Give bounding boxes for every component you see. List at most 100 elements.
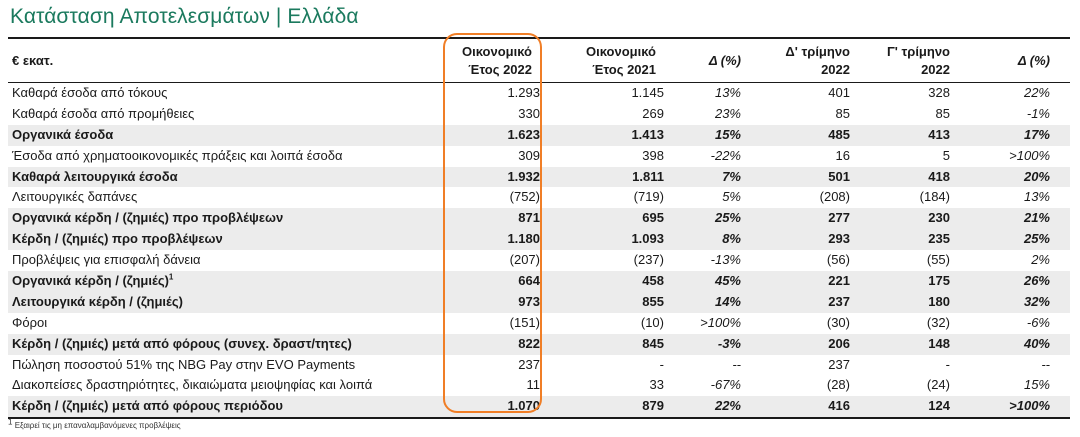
cell-q3-2022: 5	[942, 147, 950, 163]
table-row: Καθαρά έσοδα από προμήθειες 330 269 23% 85 85…	[8, 104, 1070, 125]
row-label-text: Κέρδη / (ζημιές) προ προβλέψεων	[12, 231, 223, 247]
footnote-text: Εξαιρεί τις μη επαναλαμβανόμενες προβλέψ…	[14, 421, 181, 430]
top-rule	[8, 37, 1070, 39]
cell-delta-quarterly: 32%	[1023, 293, 1050, 309]
cell-q4-2022: 501	[828, 168, 850, 184]
row-label: Καθαρά λειτουργικά έσοδα	[12, 167, 178, 188]
row-label: Οργανικά κέρδη / (ζημιές)1	[12, 271, 173, 292]
row-label: Κέρδη / (ζημιές) μετά από φόρους περιόδο…	[12, 396, 283, 417]
table-row: Οργανικά κέρδη / (ζημιές) προ προβλέψεων…	[8, 208, 1070, 230]
cell-q3-2022: 418	[928, 168, 950, 184]
cell-delta-annual: 22%	[714, 398, 741, 414]
cell-fy2021: 458	[642, 273, 664, 289]
cell-q3-2022: 148	[928, 335, 950, 351]
row-label: Οργανικά κέρδη / (ζημιές) προ προβλέψεων	[12, 208, 283, 229]
row-label: Λειτουργικές δαπάνες	[12, 187, 137, 208]
row-label-text: Πώληση ποσοστού 51% της NBG Pay στην EVO…	[12, 356, 356, 372]
row-label-text: Οργανικά κέρδη / (ζημιές)	[12, 273, 169, 289]
header-delta-annual-label: Δ (%)	[708, 53, 741, 68]
header-fy2022-line2: Έτος 2022	[468, 62, 532, 77]
row-label-text: Καθαρά λειτουργικά έσοδα	[12, 168, 178, 184]
cell-fy2022: 1.293	[507, 85, 540, 100]
cell-fy2021: 33	[649, 377, 664, 393]
cell-delta-annual: 13%	[714, 85, 741, 100]
cell-q4-2022: 85	[835, 105, 850, 121]
cell-q3-2022: (24)	[926, 377, 950, 393]
row-label: Λειτουργικά κέρδη / (ζημιές)	[12, 292, 183, 313]
row-label: Κέρδη / (ζημιές) προ προβλέψεων	[12, 229, 223, 250]
cell-fy2022: 11	[526, 377, 541, 393]
cell-fy2021: 1.413	[631, 126, 664, 142]
header-q4-2022: Δ' τρίμηνο 2022	[758, 41, 850, 81]
cell-delta-quarterly: 40%	[1023, 335, 1050, 351]
row-label-text: Κέρδη / (ζημιές) μετά από φόρους περιόδο…	[12, 398, 283, 414]
cell-fy2022: 330	[518, 105, 540, 121]
cell-delta-quarterly: >100%	[1009, 398, 1050, 414]
header-unit: € εκατ.	[12, 41, 212, 81]
header-fy2022: Οικονομικό Έτος 2022	[440, 41, 532, 81]
header-unit-label: € εκατ.	[12, 53, 54, 68]
row-label-text: Προβλέψεις για επισφαλή δάνεια	[12, 252, 201, 268]
cell-delta-quarterly: --	[1041, 356, 1050, 372]
page-title: Κατάσταση Αποτελεσμάτων | Ελλάδα	[10, 5, 359, 28]
cell-q3-2022: -	[945, 356, 950, 372]
cell-delta-annual: -13%	[710, 252, 741, 268]
row-label-text: Κέρδη / (ζημιές) μετά από φόρους (συνεχ.…	[12, 335, 352, 351]
cell-fy2021: 855	[642, 293, 664, 309]
header-fy2021-line1: Οικονομικό	[586, 44, 656, 59]
cell-delta-annual: 25%	[714, 210, 741, 226]
cell-fy2022: 1.070	[507, 398, 540, 414]
cell-q4-2022: 485	[828, 126, 850, 142]
cell-q4-2022: 293	[828, 231, 850, 247]
row-label: Προβλέψεις για επισφαλή δάνεια	[12, 250, 201, 271]
cell-delta-annual: 5%	[722, 189, 741, 205]
header-fy2021: Οικονομικό Έτος 2021	[555, 41, 656, 81]
table-row: Έσοδα από χρηματοοικονομικές πράξεις και…	[8, 146, 1070, 167]
cell-fy2021: 1.145	[631, 85, 664, 100]
header-fy2021-line2: Έτος 2021	[592, 62, 656, 77]
cell-delta-quarterly: -1%	[1026, 105, 1050, 121]
cell-q4-2022: 237	[828, 293, 850, 309]
cell-delta-quarterly: -6%	[1026, 314, 1050, 330]
header-q3-line1: Γ' τρίμηνο	[886, 44, 950, 59]
table-row: Κέρδη / (ζημιές) μετά από φόρους περιόδο…	[8, 396, 1070, 418]
cell-q3-2022: 413	[928, 126, 950, 142]
cell-delta-annual: -22%	[710, 147, 741, 163]
table-row: Οργανικά έσοδα 1.623 1.413 15% 485 413 17%	[8, 124, 1070, 146]
header-q4-line1: Δ' τρίμηνο	[785, 44, 850, 59]
table-row: Πώληση ποσοστού 51% της NBG Pay στην EVO…	[8, 355, 1070, 376]
table-row: Φόροι (151) (10) >100% (30) (32) -6%	[8, 313, 1070, 334]
cell-fy2022: (151)	[509, 314, 540, 330]
cell-delta-annual: 15%	[714, 126, 741, 142]
cell-delta-quarterly: 26%	[1023, 273, 1050, 289]
cell-delta-quarterly: 20%	[1023, 168, 1050, 184]
cell-delta-annual: >100%	[700, 314, 741, 330]
cell-delta-annual: 45%	[714, 273, 741, 289]
row-label-text: Λειτουργικά κέρδη / (ζημιές)	[12, 293, 183, 309]
cell-q4-2022: 221	[828, 273, 850, 289]
row-label: Οργανικά έσοδα	[12, 125, 113, 146]
cell-q3-2022: 85	[935, 105, 950, 121]
cell-delta-quarterly: 22%	[1023, 85, 1050, 100]
cell-delta-annual: 14%	[714, 293, 741, 309]
cell-q3-2022: 230	[928, 210, 950, 226]
header-delta-quarterly-label: Δ (%)	[1017, 53, 1050, 68]
footnote: 1 Εξαιρεί τις μη επαναλαμβανόμενες προβλ…	[8, 418, 181, 430]
row-label-text: Έσοδα από χρηματοοικονομικές πράξεις και…	[12, 147, 343, 163]
row-label: Διακοπείσες δραστηριότητες, δικαιώματα μ…	[12, 375, 372, 396]
cell-q4-2022: 277	[828, 210, 850, 226]
cell-q4-2022: 416	[828, 398, 850, 414]
cell-delta-annual: -67%	[710, 377, 741, 393]
header-fy2022-line1: Οικονομικό	[462, 44, 532, 59]
table-row: Καθαρά λειτουργικά έσοδα 1.932 1.811 7% 501 4…	[8, 166, 1070, 188]
cell-q3-2022: 235	[928, 231, 950, 247]
cell-q3-2022: (184)	[919, 189, 950, 205]
cell-q3-2022: 180	[928, 293, 950, 309]
row-label: Έσοδα από χρηματοοικονομικές πράξεις και…	[12, 146, 343, 167]
cell-fy2022: (752)	[509, 189, 540, 205]
cell-fy2022: (207)	[509, 252, 540, 268]
cell-fy2021: 879	[642, 398, 664, 414]
cell-delta-quarterly: 13%	[1023, 189, 1050, 205]
cell-q3-2022: (55)	[926, 252, 950, 268]
row-label-text: Λειτουργικές δαπάνες	[12, 189, 138, 205]
